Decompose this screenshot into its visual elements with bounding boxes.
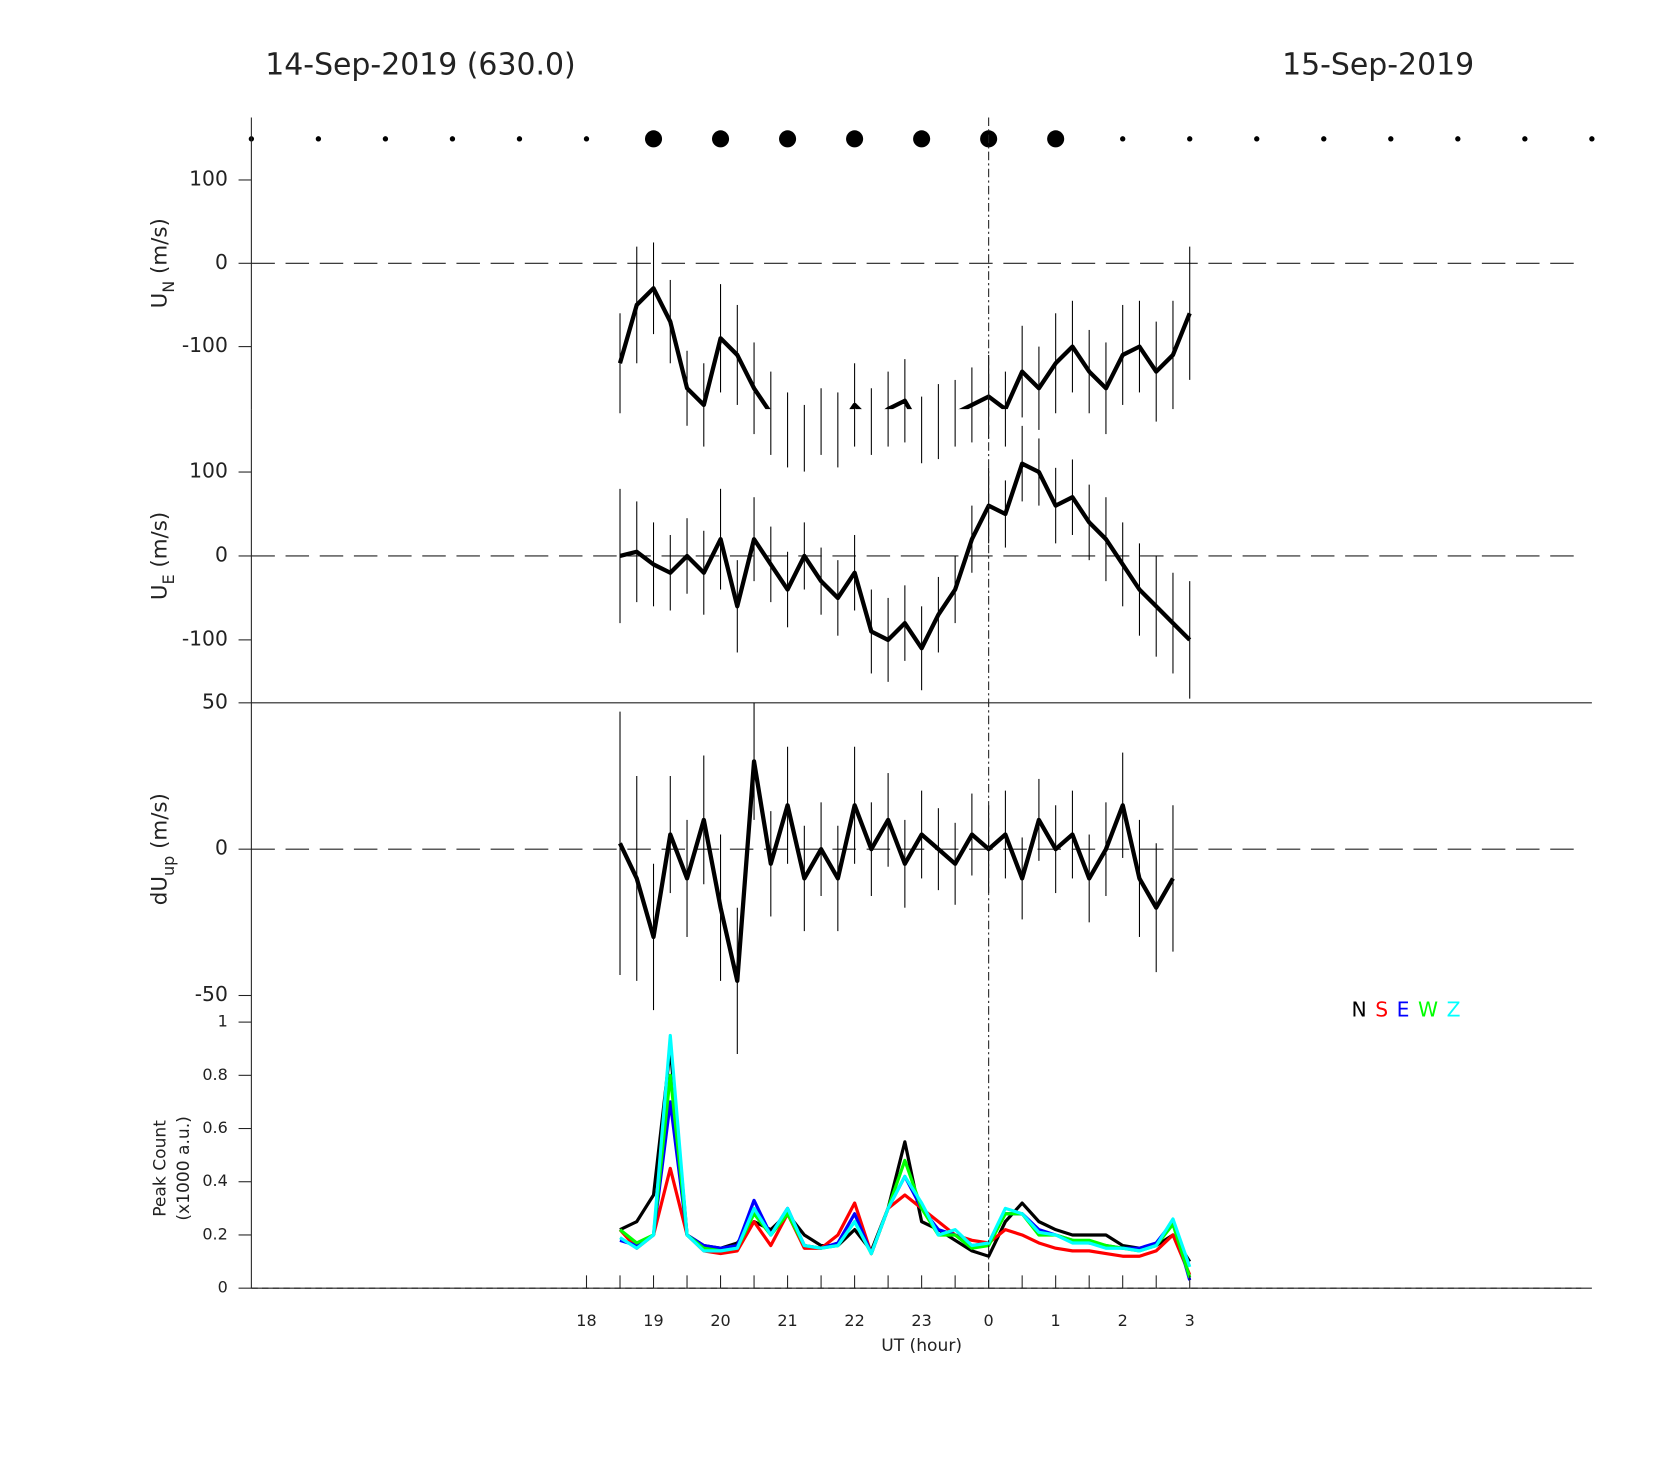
sky-marker: [315, 136, 322, 142]
y-axis-label: dUup (m/s): [148, 793, 178, 905]
y-tick-label: 0: [215, 542, 228, 566]
y-tick-label: 0: [218, 1278, 228, 1297]
sky-marker: [913, 130, 931, 148]
y-label-unit: (m/s): [148, 218, 173, 281]
x-tick-label: 3: [1185, 1311, 1195, 1330]
data-line: [618, 759, 1175, 984]
sky-marker: [644, 130, 663, 148]
legend-entry: E: [1397, 997, 1410, 1021]
y-tick-label: 0.4: [202, 1171, 227, 1190]
plot-area: [618, 759, 1175, 984]
y-label-main: U: [148, 585, 173, 601]
y-tick-label: 50: [202, 689, 228, 713]
sky-marker: [1589, 136, 1595, 142]
x-tick-label: 19: [643, 1311, 663, 1330]
y-tick-label: -100: [182, 333, 228, 357]
y-tick-label: 1: [218, 1012, 228, 1031]
x-tick-label: 0: [984, 1311, 994, 1330]
x-tick-label: 20: [710, 1311, 730, 1330]
legend-entry: N: [1352, 997, 1367, 1021]
sky-marker: [1522, 136, 1528, 142]
sky-marker: [382, 136, 389, 142]
sky-marker: [516, 136, 523, 142]
x-axis-label: UT (hour): [881, 1336, 962, 1356]
sky-marker: [779, 130, 797, 148]
y-label-unit: (m/s): [148, 793, 173, 856]
y-axis-label: Peak Count: [151, 1120, 171, 1217]
legend-entry: Z: [1447, 997, 1461, 1021]
x-tick-label: 21: [777, 1311, 797, 1330]
y-tick-label: 100: [189, 166, 228, 190]
y-label-main: dU: [148, 876, 173, 905]
y-tick-label: 0.6: [202, 1118, 227, 1137]
y-tick-label: -100: [182, 626, 228, 650]
sky-marker: [449, 136, 456, 142]
y-label-sub: up: [159, 856, 178, 876]
legend-entry: W: [1418, 997, 1438, 1021]
y-label-main: U: [148, 293, 173, 309]
x-tick-label: 23: [911, 1311, 931, 1330]
sky-marker: [1187, 136, 1193, 142]
y-tick-label: 0.8: [202, 1065, 227, 1084]
y-axis-label: UN (m/s): [148, 218, 178, 308]
sky-marker: [1388, 136, 1394, 142]
plot-area: [618, 1033, 1192, 1281]
sky-marker: [846, 130, 864, 148]
x-tick-label: 22: [844, 1311, 864, 1330]
x-tick-label: 2: [1118, 1311, 1128, 1330]
y-label-unit: (m/s): [148, 512, 173, 575]
sky-marker: [583, 136, 590, 142]
sky-marker: [712, 130, 730, 148]
sky-marker: [1254, 136, 1260, 142]
chart-title: 14-Sep-2019 (630.0): [265, 48, 575, 83]
y-label-sub: E: [159, 574, 178, 584]
y-tick-label: 0.2: [202, 1224, 227, 1243]
y-tick-label: 0: [215, 836, 228, 860]
sky-marker: [1047, 130, 1065, 148]
sky-marker: [1120, 136, 1126, 142]
x-tick-label: 18: [576, 1311, 596, 1330]
chart-title: 15-Sep-2019: [1282, 48, 1474, 83]
legend-entry: S: [1375, 997, 1388, 1021]
data-line: [619, 1033, 1192, 1268]
x-tick-label: 1: [1051, 1311, 1061, 1330]
y-tick-label: 100: [189, 459, 228, 483]
y-axis-label: (x1000 a.u.): [174, 1116, 194, 1220]
y-tick-label: -50: [195, 982, 228, 1006]
data-line: [618, 1166, 1192, 1276]
sky-marker: [1321, 136, 1327, 142]
sky-marker: [1455, 136, 1461, 142]
y-label-sub: N: [159, 281, 178, 293]
y-axis-label: UE (m/s): [148, 512, 178, 600]
y-tick-label: 0: [215, 250, 228, 274]
